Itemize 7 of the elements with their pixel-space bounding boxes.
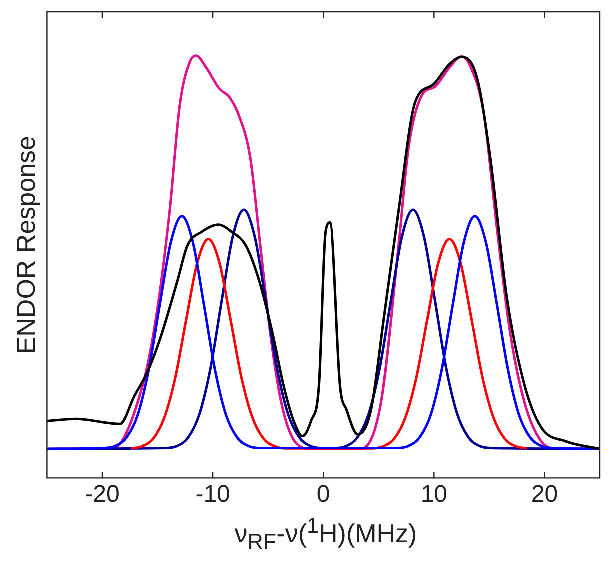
x-tick-label: -20	[85, 481, 120, 508]
x-tick-label: -10	[196, 481, 230, 508]
y-axis-title: ENDOR Response	[10, 136, 41, 354]
x-tick-label: 0	[316, 481, 330, 508]
x-axis-title: ν$_{RF}$-ν($^{1}$H)(MHz)	[234, 513, 418, 555]
x-tick-label: 10	[420, 481, 448, 508]
x-tick-label: 20	[531, 481, 558, 508]
